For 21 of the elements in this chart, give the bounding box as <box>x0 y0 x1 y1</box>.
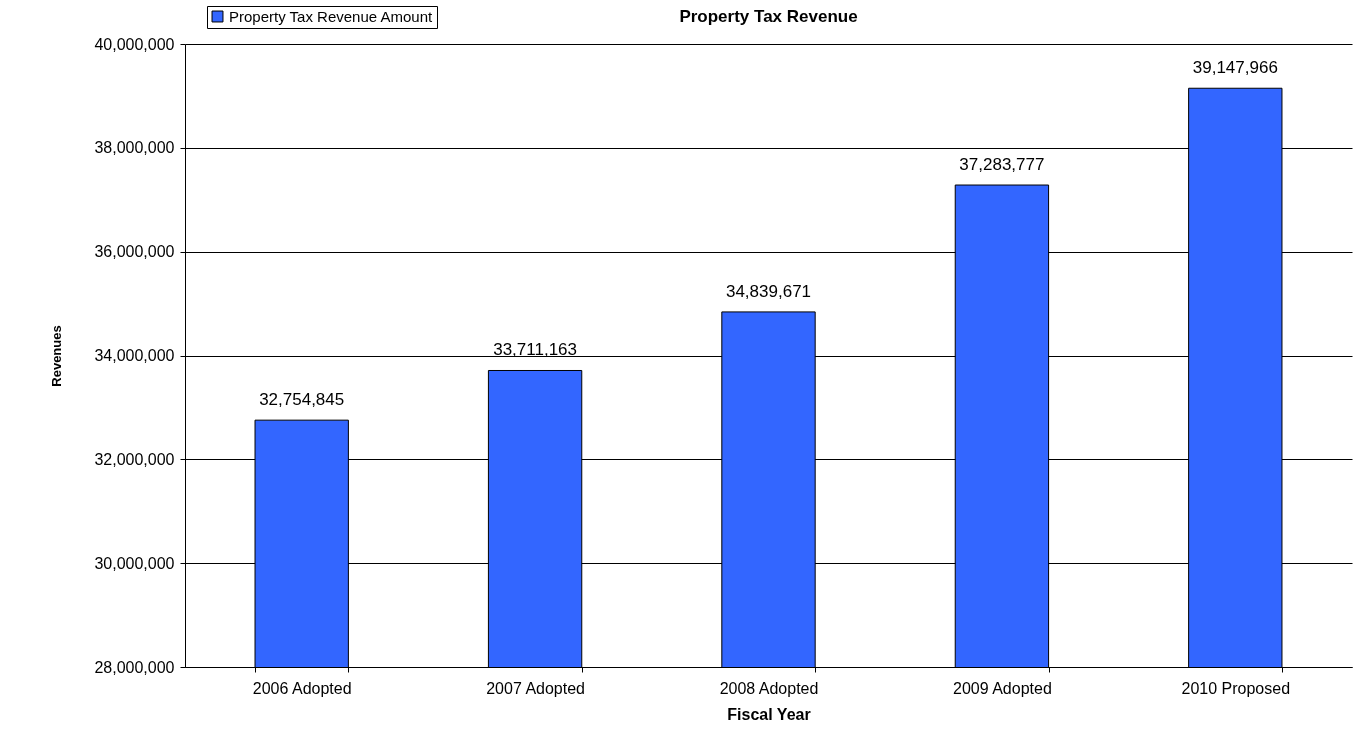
text: 32,754,845 <box>259 390 345 410</box>
x-tick-label: 2010 Proposed <box>1181 679 1291 697</box>
y-tick-label: 34,000,000 <box>94 347 175 364</box>
chart-title: Property Tax Revenue <box>679 6 858 26</box>
y-tick-label: 28,000,000 <box>94 658 175 676</box>
text: 34,839,671 <box>725 281 812 301</box>
y-tick-label: 30,000,000 <box>94 554 175 572</box>
legend-label: Property Tax Revenue Amount <box>229 7 434 25</box>
y-tick-label: 36,000,000 <box>94 243 175 261</box>
x-tick-label: 2009 Adopted <box>953 679 1052 697</box>
text: 39,147,966 <box>1192 58 1278 78</box>
y-axis-title: Revenues <box>49 325 65 387</box>
x-tick-label: 2007 Adopted <box>486 679 585 697</box>
x-axis-title: Fiscal Year <box>727 705 811 723</box>
y-tick-label: 40,000,000 <box>94 35 175 53</box>
y-tick-label: 32,000,000 <box>94 450 175 468</box>
y-tick-label: 38,000,000 <box>94 139 175 157</box>
x-tick-label: 2006 Adopted <box>252 679 352 697</box>
text: 37,283,777 <box>959 155 1045 175</box>
text: 33,711,163 <box>493 340 578 360</box>
x-tick-label: 2008 Adopted <box>719 679 819 697</box>
